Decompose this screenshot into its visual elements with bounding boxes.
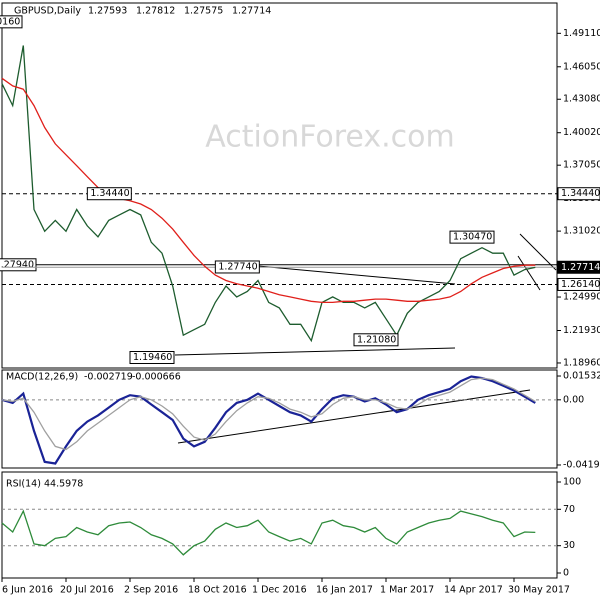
level-box bbox=[557, 187, 600, 201]
x-tick-label: 16 Jan 2017 bbox=[316, 585, 373, 596]
trendline bbox=[177, 389, 531, 444]
series-line bbox=[1, 45, 536, 343]
y-tick-label: 1.40020 bbox=[563, 127, 600, 138]
trendline bbox=[257, 265, 456, 285]
trendlines bbox=[174, 233, 557, 444]
annotation-box bbox=[353, 333, 399, 347]
y-tick-label: 1.37050 bbox=[563, 160, 600, 171]
y-tick-label: 0.00 bbox=[563, 394, 584, 405]
header-value: 1.27575 bbox=[184, 6, 223, 17]
trendline bbox=[174, 347, 456, 356]
level-label: 1.26140 bbox=[561, 279, 600, 290]
level-box bbox=[0, 258, 37, 272]
header-value: -0.000666 bbox=[132, 372, 181, 383]
header-value: 1.27812 bbox=[136, 6, 175, 17]
y-tick-label: 0 bbox=[563, 568, 569, 579]
x-tick-label: 20 Jul 2016 bbox=[60, 585, 114, 596]
y-tick-label: -0.041957 bbox=[563, 459, 600, 470]
series-line bbox=[1, 509, 536, 556]
rsi-pane bbox=[1, 471, 558, 579]
x-tick-label: 30 May 2017 bbox=[508, 585, 570, 596]
macd-pane bbox=[1, 369, 558, 469]
y-tick-label: 1.31020 bbox=[563, 226, 600, 237]
annotation-label: 1.19460 bbox=[133, 352, 172, 363]
annotation-box bbox=[86, 187, 132, 201]
y-tick-label: 30 bbox=[563, 540, 575, 551]
header-value: 1.27714 bbox=[232, 6, 271, 17]
header-value: 44.5978 bbox=[44, 479, 83, 490]
level-label: 1.34440 bbox=[561, 188, 600, 199]
indicator-title: RSI(14) bbox=[6, 479, 41, 490]
series-line bbox=[1, 377, 536, 451]
annotation-label: 1.21080 bbox=[357, 334, 396, 345]
y-tick-label: 1.46050 bbox=[563, 61, 600, 72]
level-label: 1.27714 bbox=[561, 262, 600, 273]
annotation-box bbox=[0, 15, 23, 29]
annotation-box bbox=[214, 260, 260, 274]
annotation-label: 1.30470 bbox=[453, 232, 492, 243]
series-line bbox=[1, 77, 536, 304]
annotation-label: 1.27740 bbox=[218, 261, 257, 272]
x-tick-label: 6 Jun 2016 bbox=[2, 585, 53, 596]
y-tick-label: 0.015325 bbox=[563, 371, 600, 382]
indicator-title: GBPUSD,Daily bbox=[14, 6, 81, 17]
level-label: 1.27940 bbox=[0, 259, 34, 270]
series-line bbox=[1, 375, 536, 465]
x-tick-label: 1 Dec 2016 bbox=[252, 585, 307, 596]
annotation-label: 1.50160 bbox=[0, 16, 20, 27]
watermark: ActionForex.com bbox=[205, 120, 454, 155]
y-tick-label: 1.18960 bbox=[563, 357, 600, 368]
annotation-label: 1.34440 bbox=[90, 188, 129, 199]
x-tick-label: 18 Oct 2016 bbox=[188, 585, 247, 596]
level-box bbox=[557, 260, 600, 274]
y-tick-label: 1.43080 bbox=[563, 94, 600, 105]
y-tick-label: 1.21930 bbox=[563, 325, 600, 336]
annotation-box bbox=[449, 230, 495, 244]
y-tick-label: 100 bbox=[563, 477, 581, 488]
header-value: 1.27593 bbox=[88, 6, 127, 17]
annotation-box bbox=[129, 351, 175, 365]
x-tick-label: 14 Apr 2017 bbox=[444, 585, 503, 596]
y-tick-label: 1.24990 bbox=[563, 292, 600, 303]
header-value: -0.002719 bbox=[84, 372, 133, 383]
y-tick-label: 70 bbox=[563, 504, 575, 515]
indicator-title: MACD(12,26,9) bbox=[6, 372, 78, 383]
level-box bbox=[557, 277, 600, 291]
x-tick-label: 2 Sep 2016 bbox=[124, 585, 178, 596]
trendline bbox=[519, 233, 557, 271]
y-tick-label: 1.49110 bbox=[563, 28, 600, 39]
price-pane bbox=[1, 2, 558, 369]
x-tick-label: 1 Mar 2017 bbox=[380, 585, 434, 596]
